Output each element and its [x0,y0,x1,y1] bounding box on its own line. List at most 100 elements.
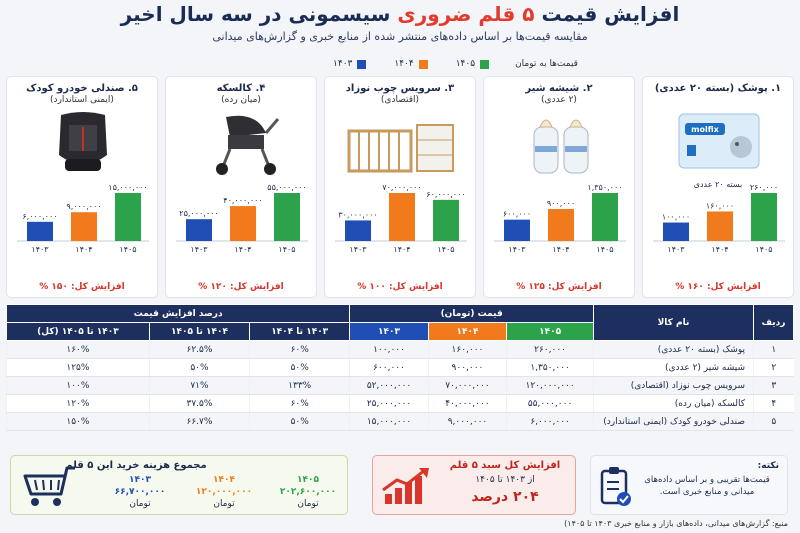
bar-2 [751,193,777,241]
shopping-cart-icon [23,466,75,506]
bar-value-label: ۴۰,۰۰۰,۰۰۰ [223,196,262,205]
diaper-pack-icon: molfix [678,113,760,169]
total-increase-label: افزایش کل: ۱۶۰ % [675,282,761,292]
bar-0 [27,221,53,241]
bar-value-label: ۹۰۰,۰۰۰ [547,199,575,208]
crib-furniture-icon [347,124,454,173]
card-title: ۲. شیشه شیر [525,83,593,94]
bar-value-label: ۱۰۰,۰۰۰ [662,213,690,222]
card-subtitle: (اقتصادی) [380,95,420,105]
bar-value-label: ۹,۰۰۰,۰۰۰ [66,202,101,211]
bar-value-label: ۵۵,۰۰۰,۰۰۰ [267,183,306,192]
price-table: ردیف نام کالا قیمت (تومان) درصد افزایش ق… [5,304,794,431]
bar-value-label: ۶۰,۰۰۰,۰۰۰ [426,190,465,199]
total-1405: ۱۴۰۵ ۲۰۲,۶۰۰,۰۰۰ تومان [279,475,337,509]
col-header-pct-1: ۱۴۰۳ تا ۱۴۰۴ [249,322,351,341]
col-header-1405: ۱۴۰۵ [506,322,594,341]
total-1403: ۱۴۰۳ ۶۶,۷۰۰,۰۰۰ تومان [114,475,166,509]
bar-value-label: ۷۰,۰۰۰,۰۰۰ [382,183,421,192]
table-row: ۴ کالسکه (میان رده) ۵۵,۰۰۰,۰۰۰ ۴۰,۰۰۰,۰۰۰ ۲۵… [6,394,794,413]
table-row: ۳ سرویس چوب نوزاد (اقتصادی) ۱۲۰,۰۰۰,۰۰۰ ۷۰,… [6,376,794,395]
bar-chart-crib: ۳۰,۰۰۰,۰۰۰ ۱۴۰۳ ۷۰,۰۰۰,۰۰۰ ۱۴۰۴ ۶۰,۰۰۰,۰۰۰ ۱۴… [335,183,467,254]
bar-1 [548,209,574,241]
total-cost-box: مجموع هزینه خرید این ۵ قلم ۱۴۰۵ ۲۰۲,۶۰۰,۰… [10,455,348,515]
x-tick-label: ۱۴۰۳ [31,245,49,254]
legend-item-1405: ۱۴۰۵ [456,59,490,69]
x-tick-label: ۱۴۰۳ [349,245,367,254]
card-title: ۱. پوشک (بسته ۲۰ عددی) [654,83,782,94]
total-increase-label: افزایش کل: ۱۰۰ % [357,282,443,292]
clipboard-check-icon [600,467,631,506]
bar-value-label: ۶۰۰,۰۰۰ [503,210,531,219]
card-subtitle: (میان رده) [221,95,261,105]
bar-2 [592,193,618,241]
bar-1 [389,193,415,241]
header: افزایش قیمت ۵ قلم ضروری سیسمونی در سه سا… [0,2,800,43]
bar-2 [115,193,141,241]
total-increase-label: افزایش کل: ۱۲۰ % [198,282,284,292]
table-row: ۵ صندلی خودرو کودک (ایمنی استاندارد) ۶,۰۰۰… [6,412,794,431]
x-tick-label: ۱۴۰۴ [234,245,251,254]
x-tick-label: ۱۴۰۳ [508,245,526,254]
legend-item-1403: ۱۴۰۳ [333,59,367,69]
bar-value-label: ۱۵,۰۰۰,۰۰۰ [108,183,147,192]
x-tick-label: ۱۴۰۳ [667,245,685,254]
title-highlight: ۵ قلم ضروری [397,2,535,26]
total-increase-label: افزایش کل: ۱۵۰ % [39,282,125,292]
basket-range: از ۱۴۰۳ تا ۱۴۰۵ [475,475,535,485]
x-tick-label: ۱۴۰۴ [75,245,92,254]
card-image-label: بسته ۲۰ عددی [693,180,743,189]
product-card-stroller: ۴. کالسکه (میان رده) ۲۵,۰۰۰,۰۰۰ ۱۴۰۳ ۴۰,۰۰… [165,76,317,298]
svg-text:molfix: molfix [691,125,720,134]
car-seat-icon [59,112,107,171]
legend-item-1404: ۱۴۰۴ [394,59,428,69]
card-subtitle: (ایمنی استاندارد) [50,95,114,105]
col-header-name: نام کالا [593,304,754,341]
table-row: ۲ شیشه شیر (۲ عددی) ۱,۳۵۰,۰۰۰ ۹۰۰,۰۰۰ ۶۰۰,۰۰… [6,358,794,377]
baby-bottle-icon [533,119,589,174]
x-tick-label: ۱۴۰۵ [596,245,613,254]
x-tick-label: ۱۴۰۵ [119,245,136,254]
bar-chart-bottle: ۶۰۰,۰۰۰ ۱۴۰۳ ۹۰۰,۰۰۰ ۱۴۰۴ ۱,۳۵۰,۰۰۰ ۱۴۰۵ [494,183,626,254]
bar-chart-car-seat: ۶,۰۰۰,۰۰۰ ۱۴۰۳ ۹,۰۰۰,۰۰۰ ۱۴۰۴ ۱۵,۰۰۰,۰۰۰ ۱۴۰۵ [17,183,149,254]
col-header-price: قیمت (تومان) [349,304,594,323]
card-title: ۴. کالسکه [216,83,266,94]
col-header-pct-2: ۱۴۰۴ تا ۱۴۰۵ [148,322,251,341]
bar-value-label: ۱,۳۵۰,۰۰۰ [587,183,622,192]
bar-0 [663,222,689,241]
page-title: افزایش قیمت ۵ قلم ضروری سیسمونی در سه سا… [120,2,680,26]
basket-title: افزایش کل سبد ۵ قلم [449,460,561,471]
bar-value-label: ۶,۰۰۰,۰۰۰ [22,212,57,221]
bar-value-label: ۲۶۰,۰۰۰ [750,183,778,192]
legend-unit: قیمت‌ها به تومان [515,59,578,69]
bar-value-label: ۱۶۰,۰۰۰ [706,201,734,210]
col-header-1403: ۱۴۰۳ [349,322,429,341]
bar-value-label: ۲۵,۰۰۰,۰۰۰ [179,209,218,218]
card-title: ۵. صندلی خودرو کودک [26,83,138,94]
note-box: نکته: قیمت‌ها تقریبی و بر اساس داده‌های … [590,455,788,515]
bar-value-label: ۳۰,۰۰۰,۰۰۰ [338,210,377,219]
total-cost-title: مجموع هزینه خرید این ۵ قلم [65,460,207,471]
page-subtitle: مقایسه قیمت‌ها بر اساس داده‌های منتشر شد… [212,30,588,43]
card-subtitle [643,95,793,106]
total-1404: ۱۴۰۴ ۱۲۰,۰۰۰,۰۰۰ تومان [195,475,253,509]
basket-value: ۲۰۴ درصد [471,489,539,505]
x-tick-label: ۱۴۰۵ [755,245,772,254]
x-tick-label: ۱۴۰۴ [393,245,410,254]
col-header-1404: ۱۴۰۴ [427,322,508,341]
legend: قیمت‌ها به تومان ۱۴۰۵ ۱۴۰۴ ۱۴۰۳ [238,56,578,72]
x-tick-label: ۱۴۰۳ [190,245,208,254]
bar-chart-diaper: ۱۰۰,۰۰۰ ۱۴۰۳ ۱۶۰,۰۰۰ ۱۴۰۴ ۲۶۰,۰۰۰ ۱۴۰۵ [653,183,785,254]
note-title: نکته: [757,461,779,471]
product-cards: ۱. پوشک (بسته ۲۰ عددی) molfix بسته ۲۰ عد… [6,76,794,298]
basket-increase-box: افزایش کل سبد ۵ قلم از ۱۴۰۳ تا ۱۴۰۵ ۲۰۴ … [372,455,576,515]
x-tick-label: ۱۴۰۴ [711,245,728,254]
source-note: منبع: گزارش‌های میدانی، داده‌های بازار و… [564,519,788,528]
col-header-percent: درصد افزایش قیمت [5,304,351,323]
x-tick-label: ۱۴۰۴ [552,245,569,254]
stroller-icon [216,115,280,175]
rising-chart-icon [382,468,429,504]
note-body: قیمت‌ها تقریبی و بر اساس داده‌های میدانی… [644,475,770,497]
bar-0 [504,219,530,241]
bar-0 [186,219,212,241]
